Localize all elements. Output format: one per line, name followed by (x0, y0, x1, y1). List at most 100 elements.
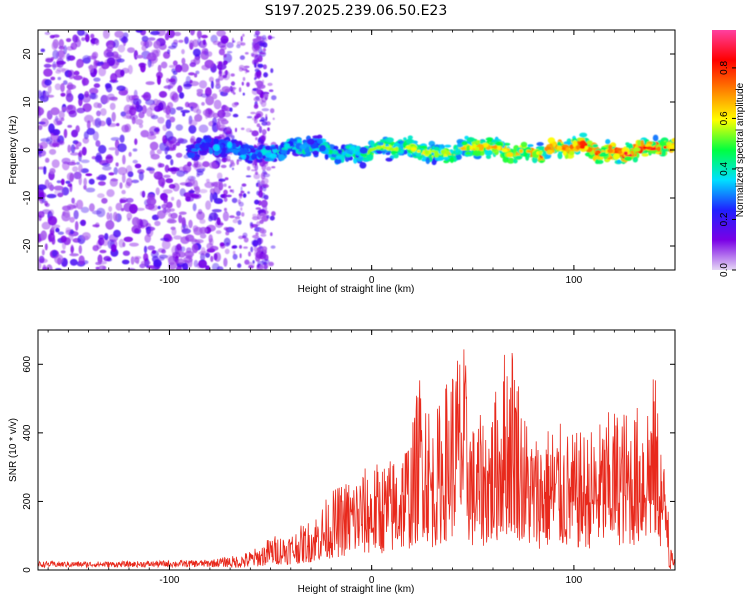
spectrogram-cell (121, 173, 126, 184)
spectrogram-cell (219, 144, 224, 149)
spectrogram-cell (109, 102, 116, 111)
spectrogram-cell (157, 75, 161, 85)
spectrogram-cell (150, 30, 160, 36)
spectrogram-cell (165, 130, 174, 141)
spectrogram-cell (209, 192, 214, 203)
spectrogram-cell (226, 51, 233, 54)
spectrogram-cell (306, 138, 315, 145)
spectrogram-cell (103, 255, 112, 262)
spectrogram-cell (532, 151, 537, 158)
spectrogram-cell (267, 127, 270, 132)
spectrogram-cell (172, 70, 178, 76)
spectrogram-cell (149, 141, 159, 151)
spectrogram-cell (241, 183, 247, 187)
spectrogram-cell (223, 54, 227, 58)
spectrogram-cell (580, 144, 585, 149)
spectrogram-cell (261, 121, 268, 126)
spectrogram-cell (319, 144, 327, 152)
spectrogram-cell (155, 187, 160, 196)
spectrogram-cell (255, 207, 261, 210)
spectrogram-cell (223, 189, 228, 196)
spectrogram-cell (189, 62, 197, 68)
spectrogram-cell (226, 131, 232, 134)
spectrogram-cell (158, 163, 165, 168)
spectrogram-cell (99, 249, 107, 254)
spectrogram-cell (249, 130, 253, 133)
spectrogram-cell (167, 102, 174, 109)
spectrogram-cell (90, 38, 95, 46)
spectrogram-cell (168, 184, 176, 189)
spectrogram-cell (623, 151, 628, 155)
spectrogram-cell (43, 63, 52, 68)
spectrogram-cell (256, 123, 261, 128)
spectrogram-cell (101, 162, 111, 167)
spectrogram-cell (188, 257, 193, 268)
spectrogram-cell (208, 212, 219, 221)
spectrogram-cell (193, 57, 201, 65)
spectrogram-cell (196, 88, 204, 93)
spectrogram-cell (134, 138, 138, 145)
spectrogram-cell (141, 94, 150, 99)
spectrogram-cell (385, 152, 391, 156)
spectrogram-cell (52, 39, 59, 49)
spectrogram-cell (225, 194, 232, 198)
spectrogram-cell (91, 210, 102, 215)
spectrogram-cell (169, 140, 176, 151)
spectrogram-cell (66, 82, 74, 91)
spectrogram-cell (191, 243, 199, 254)
spectrogram-cell (120, 36, 129, 44)
spectrogram-cell (240, 186, 243, 192)
spectrogram-cell (224, 177, 229, 181)
spectrogram-cell (141, 45, 147, 51)
snr-y-tick-label: 400 (22, 424, 33, 441)
spectrogram-cell (263, 210, 269, 215)
spectrogram-cell (255, 95, 260, 98)
spectrogram-cell (399, 143, 404, 150)
spectrogram-cell (176, 265, 182, 270)
spectrogram-cell (60, 250, 66, 254)
spectrogram-cell (111, 51, 119, 59)
spectrogram-cell (261, 35, 267, 41)
spectrogram-cell (236, 41, 243, 46)
spectrogram-cell (165, 154, 172, 160)
spectrogram-cell (239, 245, 242, 249)
spectrogram-cell (57, 76, 62, 81)
spectrogram-cell (128, 151, 132, 157)
spectrogram-cell (218, 201, 223, 204)
spectrogram-cell (189, 30, 195, 36)
spectrogram-cell (563, 141, 572, 145)
spectrogram-cell (60, 92, 66, 97)
spectrogram-cell (485, 154, 492, 159)
spectrogram-cell (176, 137, 184, 144)
spectrogram-cell (339, 154, 345, 162)
colorbar-label: Normalized spectral amplitude (735, 82, 746, 217)
spectrogram-cell (659, 141, 666, 147)
spectrogram-cell (180, 236, 190, 245)
spectrogram-cell (213, 181, 221, 188)
spectrogram-cell (219, 70, 222, 74)
spectrogram-cell (254, 115, 260, 120)
spectrogram-cell (376, 150, 383, 154)
spectrogram-cell (191, 102, 200, 113)
spectrogram-cell (93, 83, 101, 88)
spectrogram-cell (250, 246, 254, 253)
spectrogram-cell (539, 160, 544, 163)
spectrogram-cell (89, 92, 97, 100)
spectrogram-cell (239, 55, 245, 60)
spectrogram-cell (166, 254, 174, 261)
spectrogram-cell (119, 199, 127, 204)
colorbar-tick-label: 0.6 (719, 111, 730, 125)
spectrogram-cell (240, 207, 243, 211)
spectrogram-cell (163, 200, 168, 207)
spectrogram-cell (175, 124, 183, 131)
spectrogram-cell (433, 146, 440, 152)
spectrogram-cell (119, 134, 125, 143)
spectrogram-cell (138, 171, 144, 181)
spectrogram-cell (82, 137, 90, 144)
spectrogram-x-tick-label: -100 (159, 275, 179, 286)
spectrogram-cell (147, 37, 156, 41)
spectrogram-cell (39, 141, 48, 149)
spectrogram-cell (618, 150, 622, 154)
spectrogram-cell (204, 59, 214, 69)
spectrogram-cell (95, 266, 100, 270)
